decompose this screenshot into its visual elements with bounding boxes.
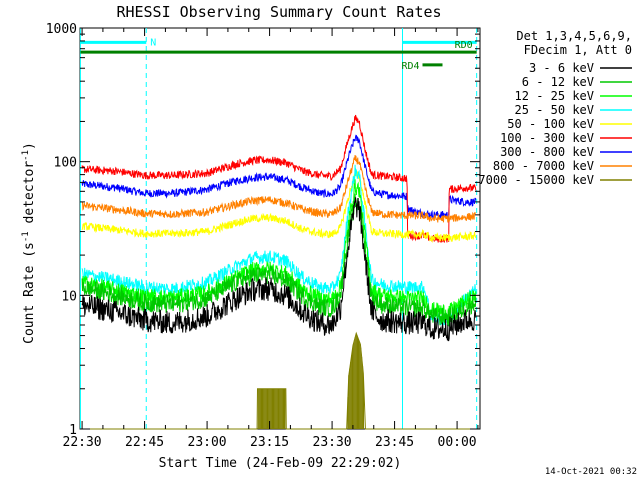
- x-tick-label: 23:15: [250, 435, 289, 450]
- x-tick-label: 00:00: [438, 435, 477, 450]
- legend-label-0: 3 - 6 keV: [529, 61, 594, 75]
- legend-label-4: 50 - 100 keV: [507, 117, 594, 131]
- plot-border: [80, 28, 480, 429]
- annotation-label-7: RD4: [401, 61, 419, 72]
- series-layer: [82, 115, 480, 429]
- plot-frame: [80, 28, 480, 429]
- y-axis-label-mid: detector: [22, 161, 37, 232]
- y-tick-label: 1000: [46, 22, 77, 37]
- legend: Det 1,3,4,5,6,9, FDecim 1, Att 0 3 - 6 k…: [478, 29, 632, 187]
- y-tick-label: 1: [69, 423, 77, 438]
- x-axis-label: Start Time (24-Feb-09 22:29:02): [159, 456, 402, 471]
- y-axis-label-sup-2: -1: [21, 150, 31, 161]
- legend-label-8: 7000 - 15000 keV: [478, 173, 594, 187]
- y-axis-label: Count Rate (s-1 detector-1): [21, 142, 37, 344]
- legend-header-line-2: FDecim 1, Att 0: [524, 43, 632, 57]
- legend-label-6: 300 - 800 keV: [500, 145, 594, 159]
- y-axis-label-base: Count Rate (s: [22, 242, 37, 344]
- legend-items: 3 - 6 keV6 - 12 keV12 - 25 keV25 - 50 ke…: [478, 61, 632, 187]
- x-tick-label: 22:45: [125, 435, 164, 450]
- annotations-layer: N RD0 RD4: [80, 28, 476, 429]
- timestamp: 14-Oct-2021 00:32: [545, 467, 637, 477]
- x-tick-label: 23:00: [188, 435, 227, 450]
- legend-label-7: 800 - 7000 keV: [493, 159, 594, 173]
- y-tick-label: 100: [54, 156, 77, 171]
- legend-label-3: 25 - 50 keV: [515, 103, 594, 117]
- y-tick-label: 10: [61, 289, 77, 304]
- annotation-label-4: N: [150, 37, 156, 48]
- legend-label-5: 100 - 300 keV: [500, 131, 594, 145]
- annotation-label-6: RD0: [455, 40, 473, 51]
- series-line-6: [82, 135, 476, 218]
- x-tick-label: 23:45: [375, 435, 414, 450]
- chart-title: RHESSI Observing Summary Count Rates: [116, 3, 441, 21]
- legend-label-2: 12 - 25 keV: [515, 89, 594, 103]
- y-axis-label-sup-1: -1: [21, 231, 31, 242]
- y-axis-label-end: ): [22, 142, 37, 150]
- x-tick-label: 23:30: [313, 435, 352, 450]
- legend-label-1: 6 - 12 keV: [522, 75, 594, 89]
- legend-header-line-1: Det 1,3,4,5,6,9,: [516, 29, 632, 43]
